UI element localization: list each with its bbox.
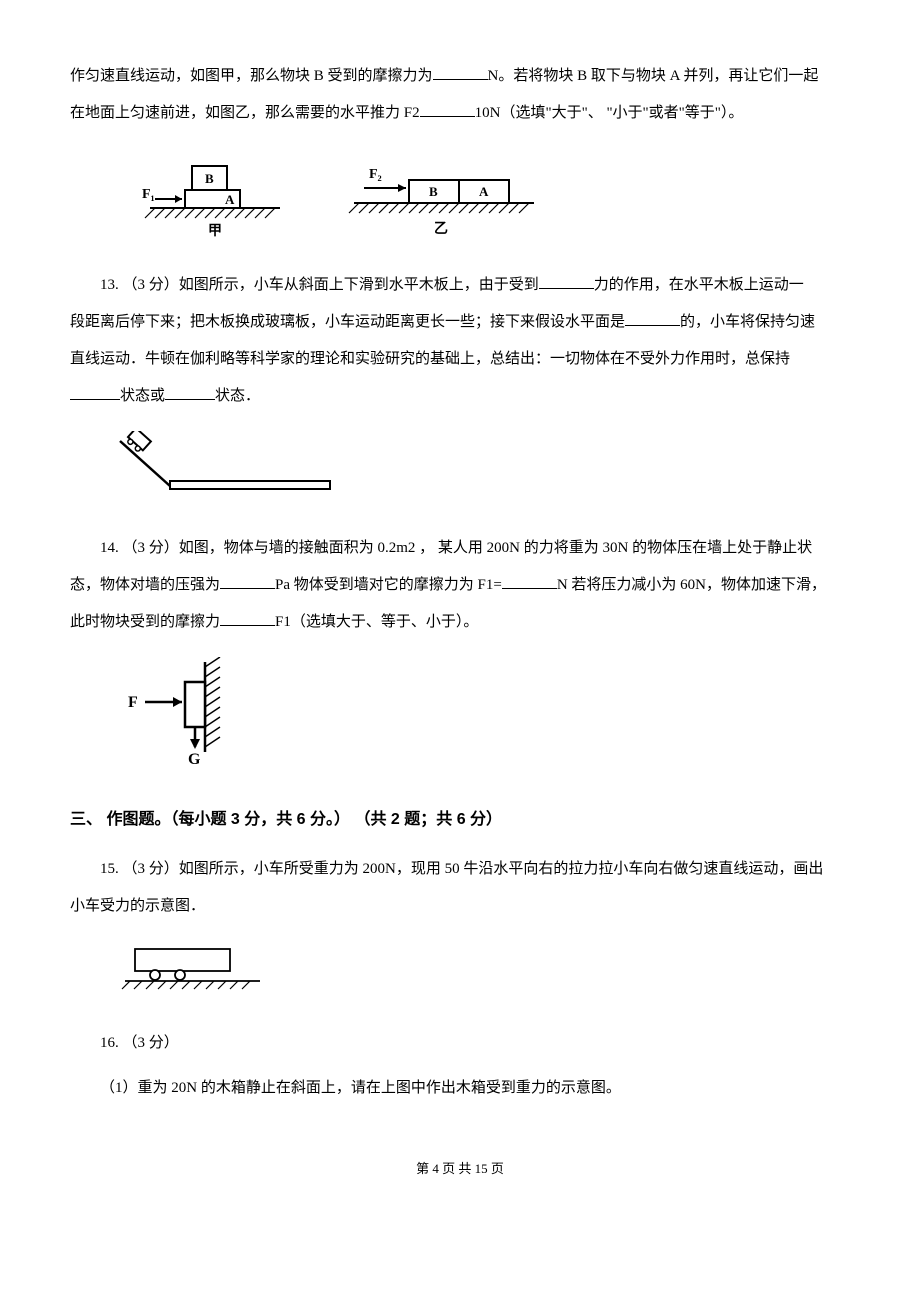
q13-text: 直线运动．牛顿在伽利略等科学家的理论和实验研究的基础上，总结出：一切物体在不受外… bbox=[70, 351, 790, 367]
q15-line2: 小车受力的示意图． bbox=[70, 890, 850, 923]
section3-title: 三、 作图题。（每小题 3 分，共 6 分。） （共 2 题；共 6 分） bbox=[70, 802, 850, 837]
q13-text: 段距离后停下来；把木板换成玻璃板，小车运动距离更长一些；接下来假设水平面是 bbox=[70, 314, 625, 330]
q12-text-c: 在地面上匀速前进，如图乙，那么需要的水平推力 F2 bbox=[70, 105, 420, 121]
svg-text:F₂: F₂ bbox=[369, 167, 382, 182]
q12-fig-jia: A B F₁ 甲 bbox=[130, 148, 300, 238]
blank bbox=[502, 573, 557, 589]
q14-text: 态，物体对墙的压强为 bbox=[70, 577, 220, 593]
q13-text: 力的作用，在水平木板上运动一 bbox=[594, 277, 804, 293]
blank bbox=[220, 610, 275, 626]
q15-figure bbox=[120, 941, 850, 1009]
q14-line3: 此时物块受到的摩擦力 F1（选填大于、等于、小于）。 bbox=[70, 606, 850, 639]
q12-text-b: N。若将物块 B 取下与物块 A 并列，再让它们一起 bbox=[488, 68, 819, 84]
blank bbox=[539, 273, 594, 289]
q12-figures: A B F₁ 甲 B A F₂ bbox=[130, 148, 850, 251]
q14-line2: 态，物体对墙的压强为 Pa 物体受到墙对它的摩擦力为 F1= N 若将压力减小为 6… bbox=[70, 569, 850, 602]
q15-text: 15. （3 分）如图所示，小车所受重力为 200N，现用 50 牛沿水平向右的… bbox=[100, 861, 823, 877]
q14-figure: F G bbox=[120, 657, 850, 780]
q12-fig-yi: B A F₂ 乙 bbox=[334, 148, 544, 238]
q13-text: 的，小车将保持匀速 bbox=[680, 314, 815, 330]
blank bbox=[165, 384, 215, 400]
q15-text: 小车受力的示意图． bbox=[70, 898, 205, 914]
q12-line2: 在地面上匀速前进，如图乙，那么需要的水平推力 F2 10N（选填"大于"、 "小于… bbox=[70, 97, 850, 130]
q14-line1: 14. （3 分）如图，物体与墙的接触面积为 0.2m2 ， 某人用 200N … bbox=[70, 532, 850, 565]
q16-head: 16. （3 分） bbox=[70, 1027, 850, 1060]
svg-text:乙: 乙 bbox=[434, 221, 448, 237]
svg-text:甲: 甲 bbox=[208, 223, 222, 238]
q13-text: 状态或 bbox=[120, 388, 165, 404]
blank bbox=[625, 310, 680, 326]
q13-line2: 段距离后停下来；把木板换成玻璃板，小车运动距离更长一些；接下来假设水平面是 的，小… bbox=[70, 306, 850, 339]
svg-text:G: G bbox=[188, 751, 201, 767]
q12-line1: 作匀速直线运动，如图甲，那么物块 B 受到的摩擦力为 N。若将物块 B 取下与物块… bbox=[70, 60, 850, 93]
blank bbox=[420, 101, 475, 117]
q13-figure bbox=[110, 431, 850, 514]
q14-text: F1（选填大于、等于、小于）。 bbox=[275, 614, 478, 630]
q13-line1: 13. （3 分）如图所示，小车从斜面上下滑到水平木板上，由于受到 力的作用，在水… bbox=[70, 269, 850, 302]
svg-text:B: B bbox=[429, 184, 438, 199]
svg-text:B: B bbox=[205, 171, 214, 186]
q16-part1: （1）重为 20N 的木箱静止在斜面上，请在上图中作出木箱受到重力的示意图。 bbox=[70, 1072, 850, 1105]
q15-line1: 15. （3 分）如图所示，小车所受重力为 200N，现用 50 牛沿水平向右的… bbox=[70, 853, 850, 886]
svg-text:A: A bbox=[479, 184, 489, 199]
q14-text: Pa 物体受到墙对它的摩擦力为 F1= bbox=[275, 577, 502, 593]
q14-text: 此时物块受到的摩擦力 bbox=[70, 614, 220, 630]
svg-text:A: A bbox=[225, 192, 235, 207]
q14-text: 14. （3 分）如图，物体与墙的接触面积为 0.2m2 ， 某人用 200N … bbox=[100, 540, 812, 556]
q13-line4: 状态或 状态． bbox=[70, 380, 850, 413]
q13-text: 13. （3 分）如图所示，小车从斜面上下滑到水平木板上，由于受到 bbox=[100, 277, 539, 293]
q13-text: 状态． bbox=[215, 388, 260, 404]
blank bbox=[433, 64, 488, 80]
q13-line3: 直线运动．牛顿在伽利略等科学家的理论和实验研究的基础上，总结出：一切物体在不受外… bbox=[70, 343, 850, 376]
q12-text-a: 作匀速直线运动，如图甲，那么物块 B 受到的摩擦力为 bbox=[70, 68, 433, 84]
q12-text-d: 10N（选填"大于"、 "小于"或者"等于"）。 bbox=[475, 105, 744, 121]
svg-text:F: F bbox=[128, 694, 138, 711]
q14-text: N 若将压力减小为 60N，物体加速下滑， bbox=[557, 577, 826, 593]
blank bbox=[70, 384, 120, 400]
page-footer: 第 4 页 共 15 页 bbox=[70, 1155, 850, 1184]
blank bbox=[220, 573, 275, 589]
svg-text:F₁: F₁ bbox=[142, 187, 155, 202]
